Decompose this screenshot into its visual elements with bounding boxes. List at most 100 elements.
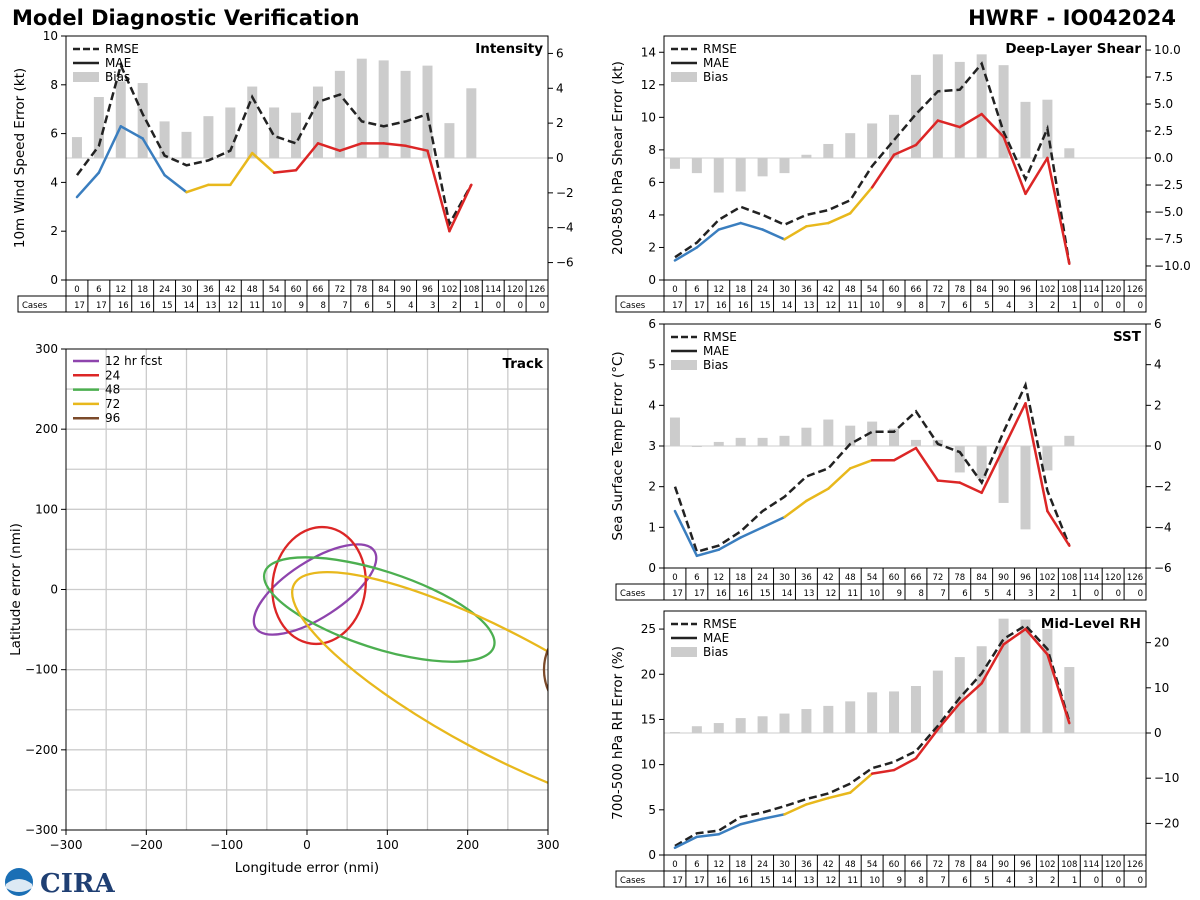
case-count: 1 [1072,301,1077,311]
bias-bar [998,65,1009,158]
mae-segment [892,757,918,772]
bias-bar [801,427,812,446]
bias-bar [159,121,170,158]
lead-time-label: 120 [1105,285,1121,295]
lead-time-label: 48 [845,860,856,870]
lead-time-label: 114 [1083,285,1099,295]
lead-time-label: 0 [672,573,677,583]
lead-time-label: 54 [867,285,878,295]
case-count: 16 [738,301,749,311]
lead-time-label: 36 [801,573,812,583]
lead-time-label: 84 [976,860,987,870]
lead-time-label: 42 [823,860,834,870]
y-tick-label: 6 [648,317,656,331]
case-count: 10 [869,301,880,311]
case-count: 0 [1138,301,1143,311]
y-tick-label: 300 [35,342,58,356]
case-count: 15 [162,301,173,311]
lead-time-label: 6 [694,860,699,870]
bias-bar [356,58,367,158]
bias-bar [889,114,900,158]
case-count: 3 [1028,876,1033,886]
case-count: 15 [760,301,771,311]
case-count: 6 [962,301,967,311]
case-count: 17 [672,589,683,599]
bias-bar [312,86,323,158]
mae-segment [783,803,808,816]
lead-time-label: 24 [757,860,768,870]
case-count: 14 [782,876,793,886]
legend-rmse-label: RMSE [703,617,737,631]
shear-chart: 02468101214−10.0−7.5−5.0−2.50.02.55.07.5… [610,35,1191,313]
bias-bar [801,154,812,158]
case-count: 12 [825,589,836,599]
lead-time-label: 30 [779,285,790,295]
mae-segment [980,112,1005,139]
lead-time-label: 108 [1061,860,1077,870]
lead-time-label: 60 [889,573,900,583]
lead-time-label: 12 [115,285,126,295]
x-tick-label: −100 [210,838,243,852]
bias-bar [867,421,878,446]
bias-bar [735,437,746,446]
lead-time-label: 24 [159,285,170,295]
bias-bar [757,158,768,177]
case-count: 13 [804,876,815,886]
y2-tick-label: −6 [1154,561,1172,575]
bias-bar [867,692,878,733]
mae-segment [75,171,101,199]
lead-time-label: 78 [954,285,965,295]
mae-segment [848,186,874,215]
y2-tick-label: −10 [1154,771,1179,785]
y-axis-label: Sea Surface Temp Error (°C) [610,351,626,540]
lead-time-label: 102 [1039,573,1055,583]
case-count: 5 [984,876,989,886]
lead-time-label: 12 [713,285,724,295]
lead-time-label: 96 [1020,285,1031,295]
y2-tick-label: 6 [1154,317,1162,331]
lead-time-label: 126 [1127,860,1143,870]
x-axis-label: Longitude error (nmi) [235,860,379,876]
bias-bar [823,705,834,733]
y2-tick-label: −10.0 [1154,259,1191,273]
y2-tick-label: 0 [1154,439,1162,453]
case-count: 2 [1050,589,1055,599]
bias-bar [225,107,236,158]
case-count: 8 [320,301,325,311]
y2-tick-label: −2 [556,186,574,200]
lead-time-label: 30 [779,573,790,583]
bias-bar [954,657,965,733]
y2-tick-label: 0 [1154,726,1162,740]
y-tick-label: 2 [648,240,656,254]
case-count: 10 [271,301,282,311]
case-count: 7 [940,876,945,886]
mae-segment [914,119,940,147]
y-tick-label: 4 [648,398,656,412]
case-count: 16 [716,589,727,599]
lead-time-label: 102 [441,285,457,295]
bias-bar [669,158,680,169]
legend-label: 72 [105,397,120,411]
y-tick-label: −300 [25,823,58,837]
cases-row [615,583,1147,601]
mae-segment [892,143,918,156]
bias-bar [1042,446,1053,471]
bias-bar [998,446,1009,503]
bias-bar [735,158,746,192]
x-tick-label: 100 [376,838,399,852]
case-count: 17 [694,301,705,311]
mae-segment [695,832,721,839]
bias-bar [713,158,724,193]
track-grid [66,349,548,830]
lead-time-label: 42 [823,285,834,295]
panel-title: Deep-Layer Shear [1005,41,1141,57]
case-count: 1 [474,301,479,311]
case-count: 3 [1028,301,1033,311]
lead-time-label: 84 [976,573,987,583]
case-count: 5 [984,589,989,599]
y-tick-label: 20 [641,667,656,681]
mae-segment [272,168,298,174]
lead-time-label: 36 [203,285,214,295]
bias-bar [889,691,900,733]
